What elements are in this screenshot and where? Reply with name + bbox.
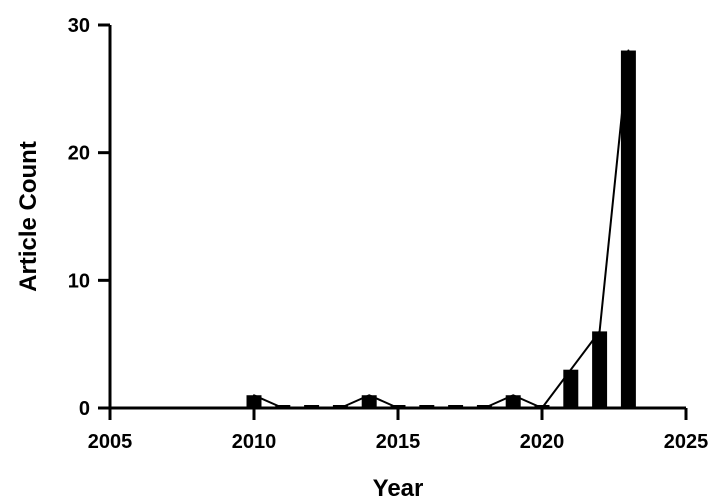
x-tick-label-2005: 2005 — [88, 431, 133, 453]
x-axis-title: Year — [373, 475, 424, 502]
plot-area — [246, 49, 636, 409]
series-line — [253, 49, 630, 409]
y-tick-label-20: 20 — [68, 143, 90, 165]
y-tick-label-0: 0 — [79, 398, 90, 420]
bar-2022 — [592, 331, 608, 408]
x-tick-label-2020: 2020 — [520, 431, 565, 453]
bar-2010 — [246, 395, 262, 408]
axes: 2005 2010 2015 2020 2025 0 10 20 30 — [68, 15, 709, 453]
bar-2019 — [505, 395, 521, 408]
y-axis-title: Article Count — [15, 141, 42, 292]
x-tick-label-2015: 2015 — [376, 431, 421, 453]
x-tick-label-2025: 2025 — [664, 431, 709, 453]
labels: Year Article Count — [15, 141, 423, 502]
bar-2023 — [620, 50, 636, 408]
bar-2014 — [361, 395, 377, 408]
y-tick-label-10: 10 — [68, 270, 90, 292]
y-tick-label-30: 30 — [68, 15, 90, 37]
bar-2021 — [563, 369, 579, 408]
x-tick-label-2010: 2010 — [232, 431, 277, 453]
